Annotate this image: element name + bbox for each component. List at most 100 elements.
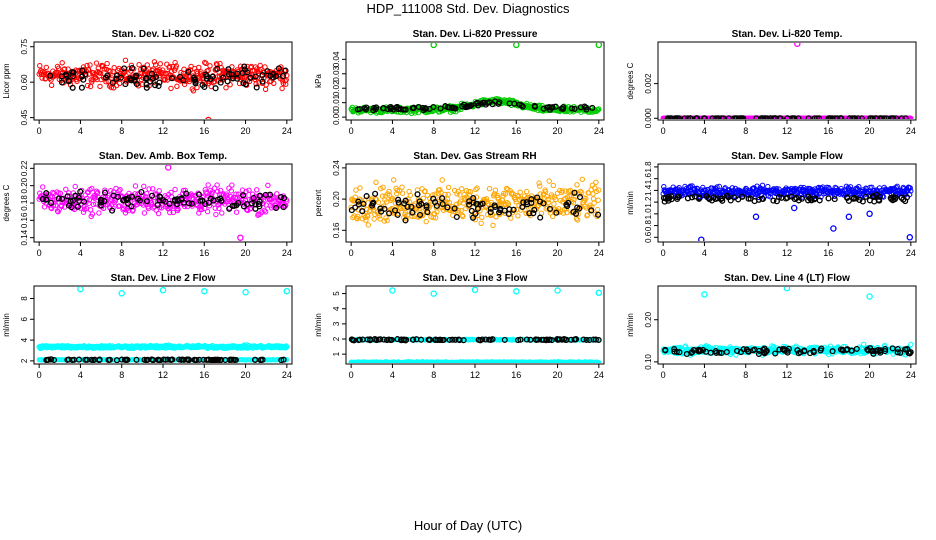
data-point <box>75 356 83 363</box>
data-point <box>720 115 727 119</box>
data-point <box>152 74 160 81</box>
x-tick-label: 24 <box>906 248 916 258</box>
data-point <box>546 205 554 212</box>
data-point <box>434 336 441 344</box>
x-tick-label: 8 <box>431 126 436 136</box>
data-point <box>505 201 512 207</box>
data-point <box>467 103 474 110</box>
data-point <box>540 336 547 343</box>
data-point <box>394 187 400 194</box>
data-point <box>201 287 208 295</box>
data-point <box>263 82 269 88</box>
data-point <box>694 115 701 119</box>
data-point <box>192 356 199 363</box>
data-point <box>514 192 520 199</box>
data-point <box>399 190 406 196</box>
data-point <box>834 115 841 119</box>
data-point <box>282 78 288 84</box>
data-point <box>75 194 82 201</box>
data-point <box>123 356 130 363</box>
data-point <box>420 195 426 202</box>
data-point <box>576 194 584 201</box>
data-point <box>87 207 94 213</box>
data-point <box>574 217 581 223</box>
data-point <box>501 336 508 343</box>
data-point <box>133 356 140 363</box>
data-point <box>583 106 590 113</box>
data-point <box>261 75 267 82</box>
data-point <box>448 104 455 111</box>
data-point <box>74 203 81 210</box>
data-point <box>717 196 724 203</box>
x-tick-label: 24 <box>282 370 292 380</box>
data-point <box>883 115 890 119</box>
data-point <box>265 182 271 189</box>
x-tick-label: 0 <box>37 248 42 258</box>
data-point <box>387 336 394 344</box>
data-point <box>422 188 428 194</box>
data-point <box>509 190 515 196</box>
x-tick-label: 12 <box>158 248 168 258</box>
data-point <box>262 86 269 93</box>
data-point <box>446 336 453 343</box>
x-tick-label: 24 <box>906 370 916 380</box>
x-tick-label: 0 <box>661 248 666 258</box>
data-point <box>259 71 266 79</box>
data-point <box>468 207 475 214</box>
data-point <box>496 209 503 216</box>
data-point <box>70 69 77 76</box>
data-point <box>58 79 66 86</box>
data-point <box>356 105 363 113</box>
data-point <box>162 356 169 363</box>
data-point <box>63 186 69 193</box>
data-point <box>851 115 859 119</box>
data-point <box>252 73 259 80</box>
data-point <box>196 210 202 216</box>
data-point <box>72 183 78 190</box>
data-point <box>549 194 555 200</box>
data-point <box>213 211 219 218</box>
data-point <box>489 336 496 343</box>
data-point <box>564 209 570 216</box>
data-point <box>151 59 158 65</box>
data-point <box>167 63 173 70</box>
x-tick-label: 20 <box>865 248 875 258</box>
data-point <box>698 236 705 241</box>
y-tick-label: 0.18 <box>20 195 29 211</box>
data-point <box>537 198 544 205</box>
data-point <box>558 105 565 112</box>
data-point <box>579 176 585 183</box>
data-point <box>383 215 389 221</box>
data-point <box>181 203 188 210</box>
x-tick-label: 16 <box>823 248 833 258</box>
data-point <box>519 203 526 211</box>
data-point <box>395 199 402 206</box>
points <box>348 43 603 117</box>
data-point <box>854 115 862 119</box>
y-tick-label: 0.14 <box>20 229 29 245</box>
data-point <box>595 206 601 213</box>
data-point <box>850 195 857 202</box>
x-tick-label: 0 <box>349 248 354 258</box>
data-point <box>43 190 50 197</box>
x-tick-label: 0 <box>349 370 354 380</box>
data-point <box>259 78 266 85</box>
data-point <box>553 209 560 216</box>
data-point <box>451 205 458 212</box>
y-tick-label: 0.6 <box>644 231 653 243</box>
data-point <box>63 71 70 78</box>
data-point <box>504 200 510 206</box>
data-point <box>150 186 156 192</box>
data-point <box>113 357 120 363</box>
data-point <box>377 216 383 222</box>
x-tick-label: 20 <box>241 126 251 136</box>
data-point <box>152 82 159 89</box>
data-point <box>401 336 408 343</box>
data-point <box>214 65 221 72</box>
data-point <box>831 193 838 200</box>
data-point <box>439 200 446 208</box>
data-point <box>526 210 533 217</box>
x-tick-label: 0 <box>37 370 42 380</box>
data-point <box>240 203 247 210</box>
